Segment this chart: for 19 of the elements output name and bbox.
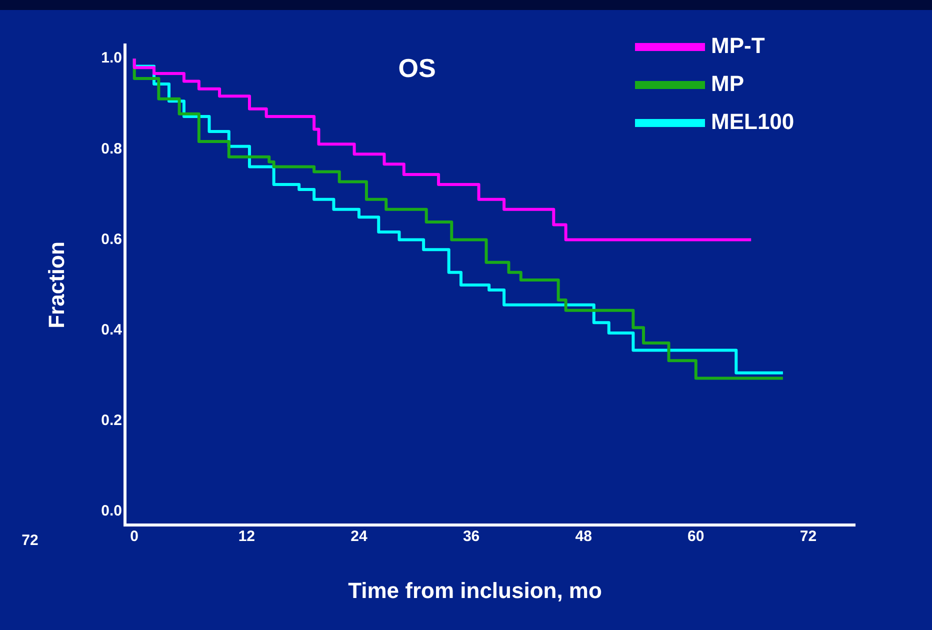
chart-title: OS xyxy=(398,53,436,84)
y-tick-label: 0.0 xyxy=(101,502,122,520)
y-axis-title: Fraction xyxy=(44,242,70,328)
legend-label: MEL100 xyxy=(711,109,794,134)
legend-label: MP-T xyxy=(711,33,766,58)
y-tick-label: 0.6 xyxy=(101,230,122,248)
x-axis-title: Time from inclusion, mo xyxy=(348,578,602,604)
y-tick-label: 0.2 xyxy=(101,412,122,429)
x-tick-label: 60 xyxy=(688,528,704,546)
y-tick-label: 1.0 xyxy=(101,50,122,67)
x-tick-label: 0 xyxy=(130,528,139,546)
x-tick-label: 12 xyxy=(238,528,256,546)
x-tick-label: 72 xyxy=(800,528,817,546)
y-tick-label: 0.4 xyxy=(101,321,123,338)
x-tick-label: 36 xyxy=(462,528,480,546)
legend-label: MP xyxy=(711,71,744,96)
y-tick-label: 0.8 xyxy=(101,140,122,158)
x-tick-label: 24 xyxy=(350,528,368,546)
x-tick-label: 48 xyxy=(575,528,592,546)
